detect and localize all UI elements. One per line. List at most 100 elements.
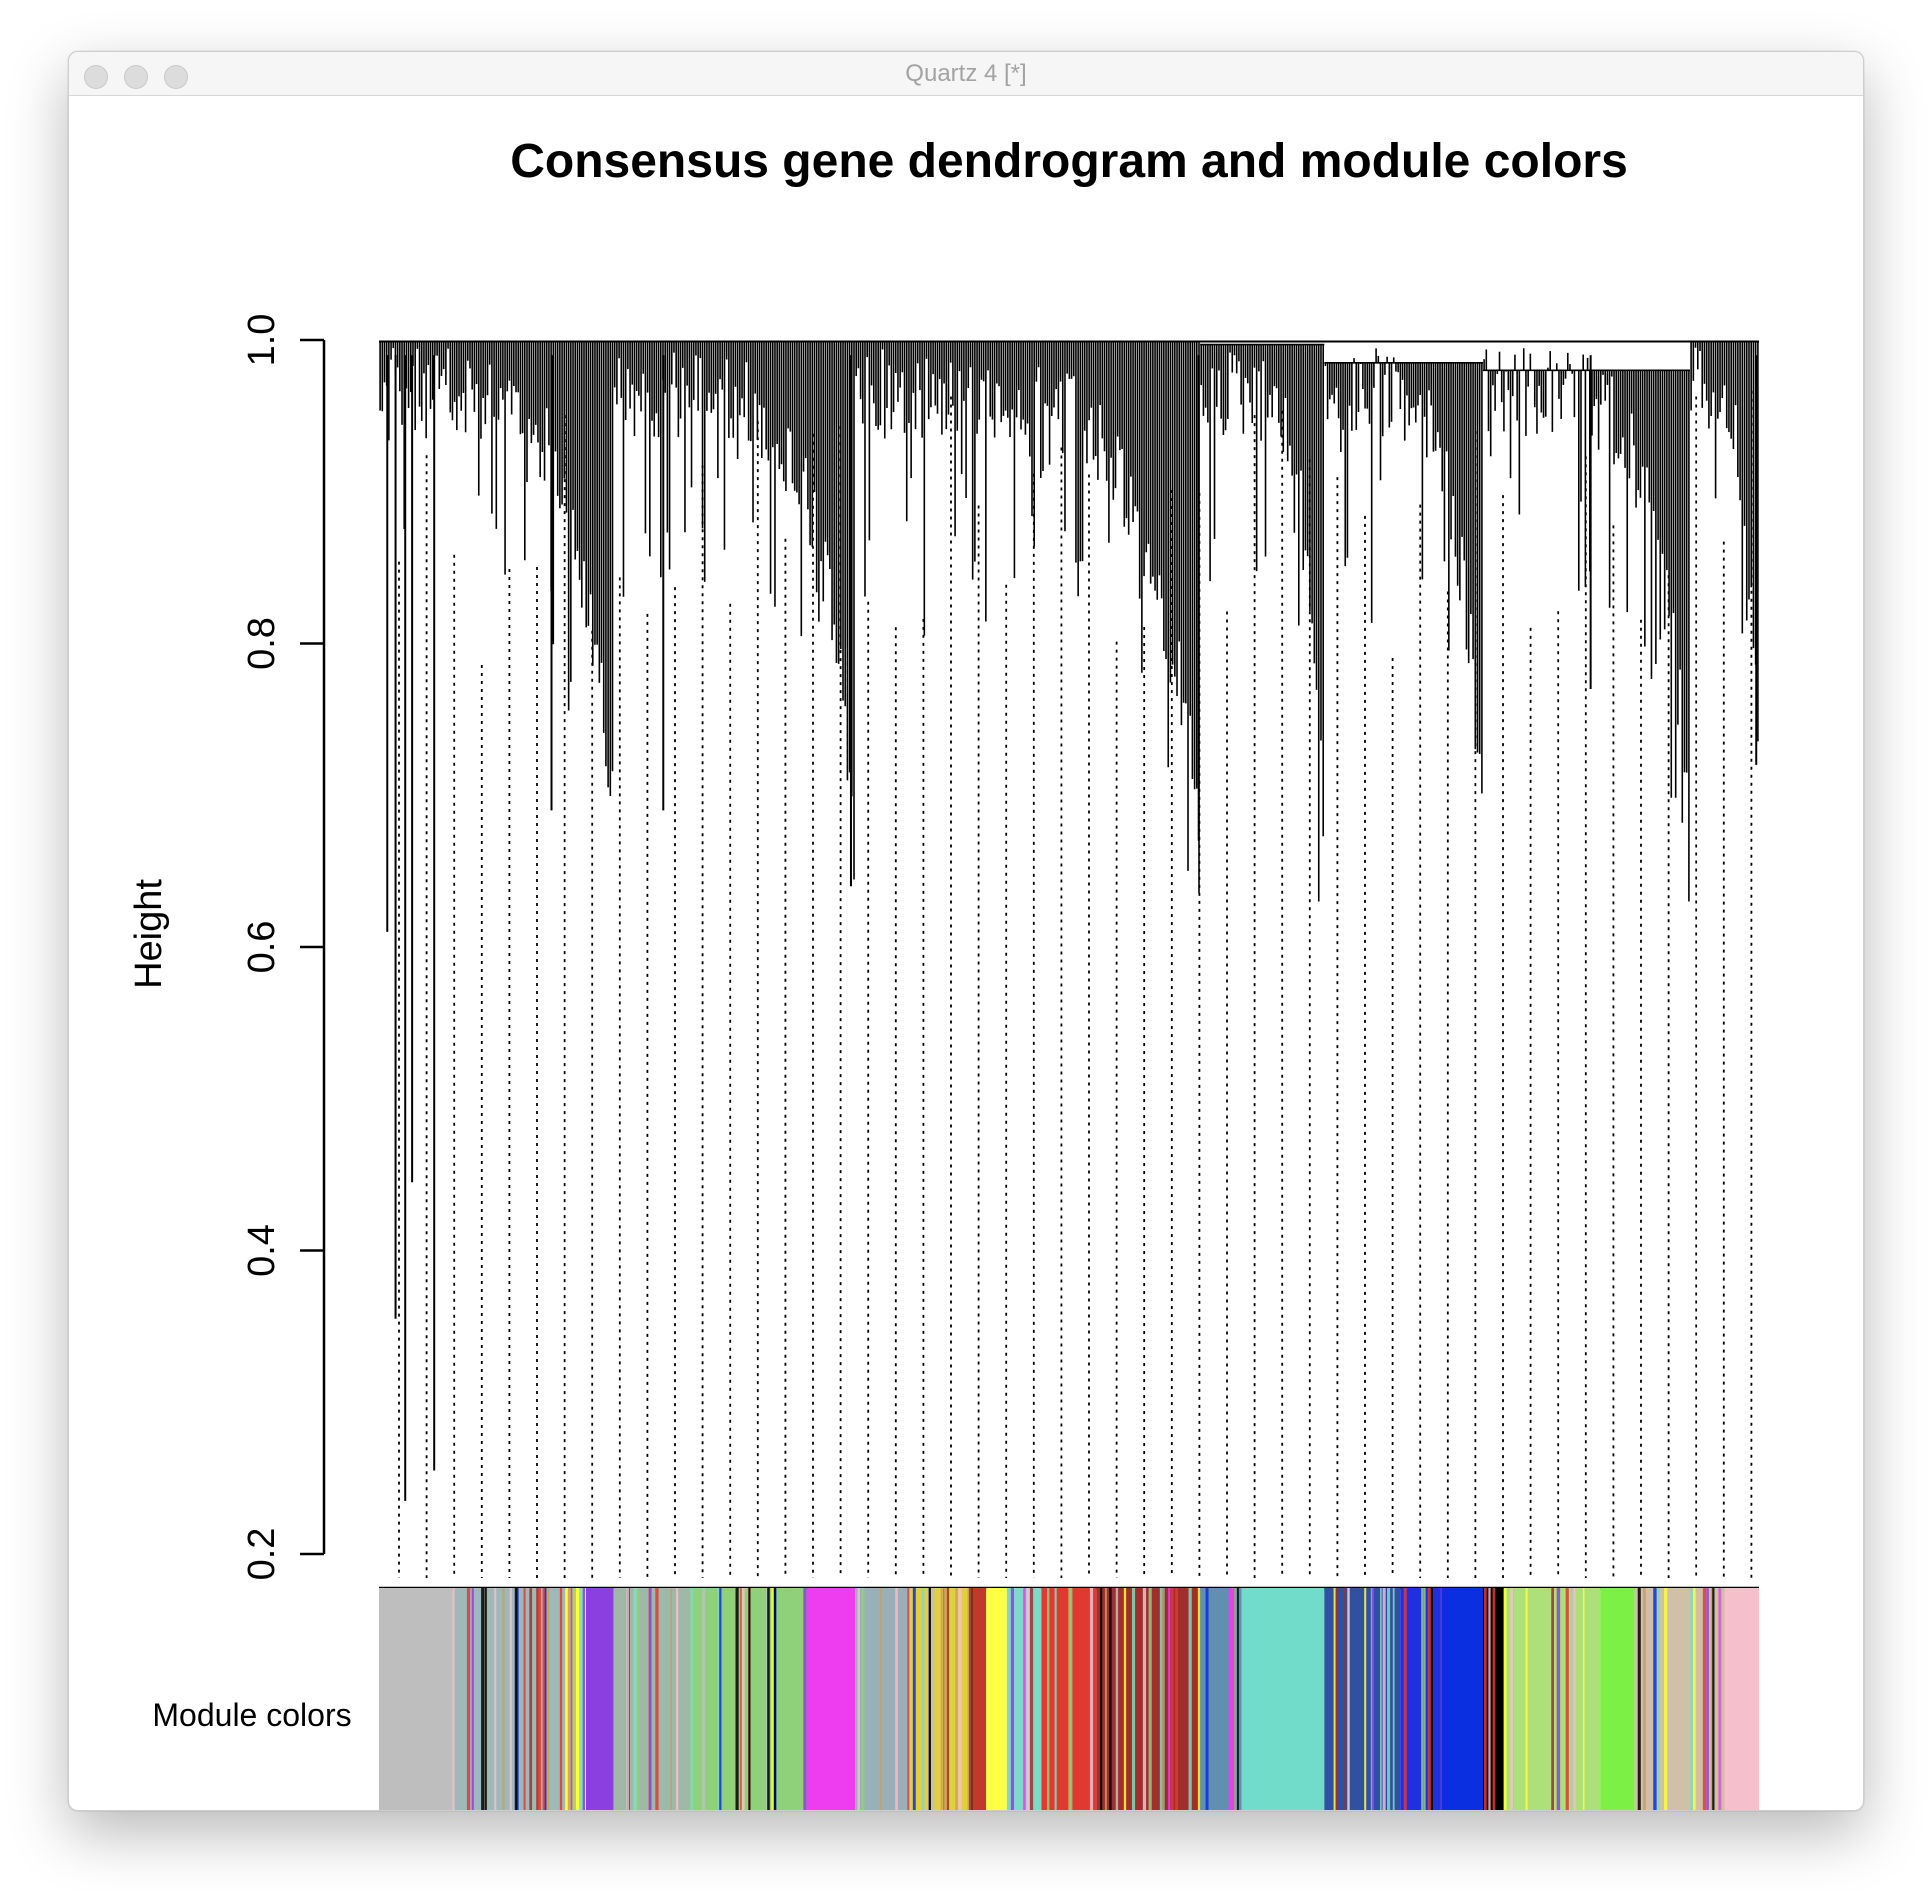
module-color-stripe: [1637, 1588, 1641, 1810]
zoom-button[interactable]: [164, 65, 188, 89]
window-title: Quartz 4 [*]: [905, 60, 1027, 87]
module-color-stripe: [958, 1588, 962, 1810]
module-color-stripe: [1379, 1588, 1382, 1810]
module-color-stripe: [544, 1588, 547, 1810]
close-button[interactable]: [84, 65, 108, 89]
module-color-stripe: [1427, 1588, 1431, 1810]
module-color-band: [379, 1588, 453, 1810]
module-color-stripe: [1573, 1588, 1576, 1810]
module-color-stripe: [1710, 1588, 1713, 1810]
module-color-stripe: [1123, 1588, 1127, 1810]
module-color-stripe: [1188, 1588, 1192, 1810]
module-color-stripe: [861, 1588, 865, 1810]
module-color-stripe: [545, 1588, 550, 1810]
module-color-stripe: [1197, 1588, 1201, 1810]
module-color-stripe: [626, 1588, 630, 1810]
module-color-band: [1724, 1588, 1759, 1810]
module-color-stripe: [1104, 1588, 1107, 1810]
y-axis: 0.2 0.4 0.6 0.8 1.0: [241, 314, 326, 1581]
module-color-stripe: [771, 1588, 774, 1810]
chart-title: Consensus gene dendrogram and module col…: [510, 135, 1628, 188]
module-color-stripe: [481, 1588, 485, 1810]
module-color-stripe: [1089, 1588, 1094, 1810]
module-color-stripe: [895, 1588, 898, 1810]
module-color-stripe: [912, 1588, 916, 1810]
module-color-stripe: [633, 1588, 637, 1810]
module-color-stripe: [735, 1588, 739, 1810]
module-color-band: [689, 1588, 807, 1810]
module-color-stripe: [773, 1588, 776, 1810]
module-color-stripe: [1131, 1588, 1136, 1810]
module-color-stripe: [542, 1588, 547, 1810]
module-color-stripe: [1228, 1588, 1232, 1810]
module-color-stripe: [1333, 1588, 1336, 1810]
module-color-stripe: [1069, 1588, 1073, 1810]
module-color-stripe: [690, 1588, 694, 1810]
module-color-band: [986, 1588, 1007, 1810]
module-color-band: [1634, 1588, 1725, 1810]
module-color-stripe: [1693, 1588, 1696, 1810]
module-color-stripe: [1237, 1588, 1239, 1810]
module-color-stripe: [1525, 1588, 1528, 1810]
module-color-stripe: [675, 1588, 679, 1810]
module-color-stripe: [1335, 1588, 1339, 1810]
module-color-stripe: [494, 1588, 497, 1810]
module-color-stripe: [1492, 1588, 1496, 1810]
module-color-stripe: [1010, 1588, 1014, 1810]
module-color-stripe: [701, 1588, 706, 1810]
module-color-stripe: [1488, 1588, 1491, 1810]
module-colors-label: Module colors: [152, 1697, 351, 1733]
module-color-stripe: [1504, 1588, 1507, 1810]
module-color-stripe: [466, 1588, 471, 1810]
module-color-stripe: [1551, 1588, 1555, 1810]
module-color-stripe: [1371, 1588, 1375, 1810]
module-color-stripe: [567, 1588, 571, 1810]
module-color-stripe: [1656, 1588, 1660, 1810]
module-color-stripe: [1162, 1588, 1165, 1810]
module-color-stripe: [1099, 1588, 1103, 1810]
module-color-stripe: [946, 1588, 950, 1810]
module-color-stripe: [740, 1588, 742, 1810]
minimize-button[interactable]: [124, 65, 148, 89]
module-color-stripe: [1175, 1588, 1178, 1810]
module-color-stripe: [570, 1588, 573, 1810]
module-color-stripe: [1230, 1588, 1234, 1810]
module-color-stripe: [1570, 1588, 1573, 1810]
module-color-stripe: [648, 1588, 652, 1810]
y-tick-label: 0.4: [241, 1224, 283, 1277]
module-color-stripe: [572, 1588, 576, 1810]
module-color-stripe: [971, 1588, 974, 1810]
module-color-stripe: [1423, 1588, 1426, 1810]
module-color-stripe: [1718, 1588, 1721, 1810]
module-color-stripe: [1109, 1588, 1112, 1810]
module-color-stripe: [582, 1588, 586, 1810]
leaf-guide-lines: [398, 390, 1753, 1578]
module-color-stripe: [670, 1588, 673, 1810]
module-color-stripe: [1364, 1588, 1367, 1810]
module-color-stripe: [1643, 1588, 1646, 1810]
module-color-stripe: [929, 1588, 931, 1810]
module-color-stripe: [538, 1588, 542, 1810]
y-tick-label: 0.2: [241, 1528, 283, 1581]
module-color-stripe: [1234, 1588, 1237, 1810]
module-color-stripe: [940, 1588, 943, 1810]
module-color-stripe: [1205, 1588, 1209, 1810]
module-color-stripe: [857, 1588, 860, 1810]
module-color-stripe: [955, 1588, 958, 1810]
module-color-stripe: [1403, 1588, 1407, 1810]
module-color-stripe: [1690, 1588, 1694, 1810]
module-color-stripe: [1483, 1588, 1487, 1810]
module-color-band: [1441, 1588, 1483, 1810]
module-color-band: [1400, 1588, 1442, 1810]
module-color-stripe: [1429, 1588, 1433, 1810]
module-color-stripe: [1168, 1588, 1171, 1810]
module-color-stripe: [748, 1588, 751, 1810]
module-color-stripe: [509, 1588, 512, 1810]
module-color-stripe: [741, 1588, 745, 1810]
module-color-stripe: [1582, 1588, 1585, 1810]
module-color-stripe: [1421, 1588, 1424, 1810]
module-color-stripe: [1348, 1588, 1350, 1810]
window-titlebar[interactable]: Quartz 4 [*]: [69, 52, 1863, 96]
module-color-stripe: [1148, 1588, 1152, 1810]
module-color-stripe: [579, 1588, 583, 1810]
